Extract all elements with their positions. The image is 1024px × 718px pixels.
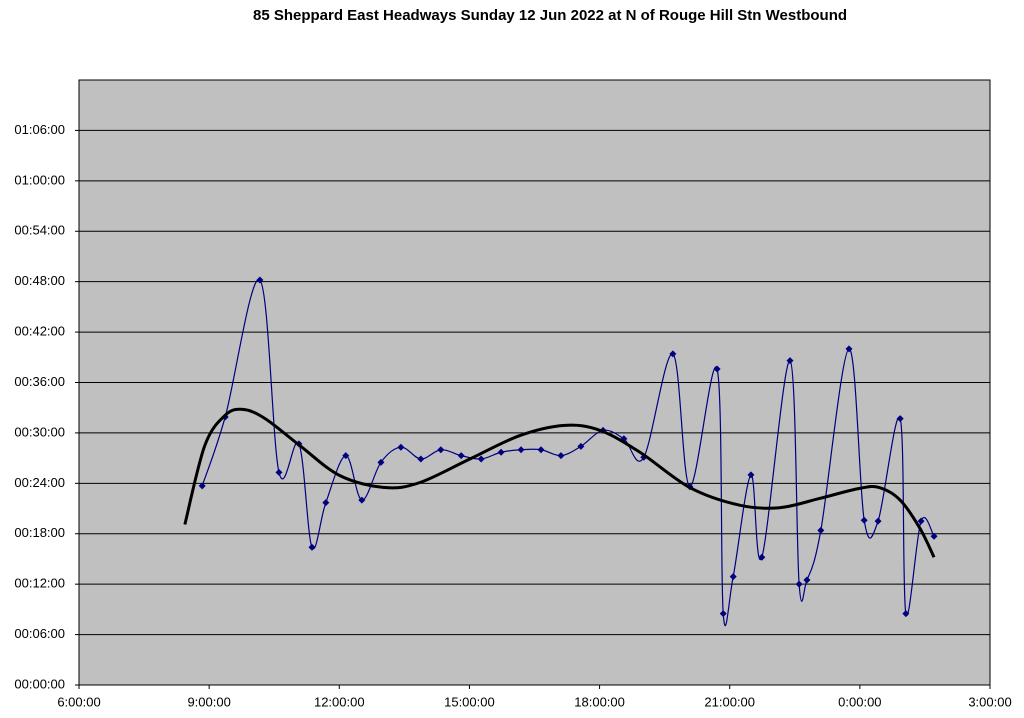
y-tick-label: 01:06:00 xyxy=(14,122,65,137)
data-point xyxy=(457,452,465,460)
y-tick-label: 00:06:00 xyxy=(14,626,65,641)
x-tick-label: 0:00:00 xyxy=(838,694,881,709)
data-point xyxy=(308,543,316,551)
data-point xyxy=(577,442,585,450)
data-point xyxy=(198,482,206,490)
data-point xyxy=(817,526,825,534)
data-point xyxy=(397,443,405,451)
data-point xyxy=(256,276,264,284)
data-point xyxy=(719,610,727,618)
data-point xyxy=(917,517,925,525)
data-point xyxy=(786,357,794,365)
data-point xyxy=(874,517,882,525)
data-point xyxy=(358,496,366,504)
data-point xyxy=(537,446,545,454)
data-point xyxy=(669,350,677,358)
data-point xyxy=(437,446,445,454)
data-point xyxy=(477,455,485,463)
data-point xyxy=(275,468,283,476)
data-point xyxy=(517,446,525,454)
series-line xyxy=(201,279,935,627)
x-tick-label: 21:00:00 xyxy=(704,694,755,709)
data-point xyxy=(758,553,766,561)
y-tick-label: 00:54:00 xyxy=(14,223,65,238)
y-tick-label: 00:42:00 xyxy=(14,324,65,339)
x-tick-label: 12:00:00 xyxy=(314,694,365,709)
y-tick-label: 01:00:00 xyxy=(14,172,65,187)
data-point xyxy=(342,452,350,460)
data-point xyxy=(497,448,505,456)
x-tick-label: 3:00:00 xyxy=(968,694,1011,709)
data-point xyxy=(795,580,803,588)
x-tick-label: 9:00:00 xyxy=(187,694,230,709)
data-point xyxy=(557,452,565,460)
data-point xyxy=(747,471,755,479)
data-point xyxy=(902,610,910,618)
x-tick-label: 6:00:00 xyxy=(57,694,100,709)
data-point xyxy=(930,532,938,540)
y-tick-label: 00:00:00 xyxy=(14,676,65,691)
data-point xyxy=(322,499,330,507)
y-tick-label: 00:24:00 xyxy=(14,475,65,490)
data-point xyxy=(377,458,385,466)
data-point xyxy=(860,516,868,524)
data-point xyxy=(845,345,853,353)
y-tick-label: 00:12:00 xyxy=(14,576,65,591)
y-tick-label: 00:18:00 xyxy=(14,525,65,540)
data-point xyxy=(803,576,811,584)
x-tick-label: 18:00:00 xyxy=(574,694,625,709)
y-tick-label: 00:48:00 xyxy=(14,273,65,288)
y-tick-label: 00:36:00 xyxy=(14,374,65,389)
y-tick-label: 00:30:00 xyxy=(14,424,65,439)
chart-title: 85 Sheppard East Headways Sunday 12 Jun … xyxy=(253,7,847,24)
data-point xyxy=(729,573,737,581)
data-point xyxy=(896,415,904,423)
data-point xyxy=(417,455,425,463)
data-point xyxy=(713,365,721,373)
series-line xyxy=(183,407,936,558)
x-tick-label: 15:00:00 xyxy=(444,694,495,709)
